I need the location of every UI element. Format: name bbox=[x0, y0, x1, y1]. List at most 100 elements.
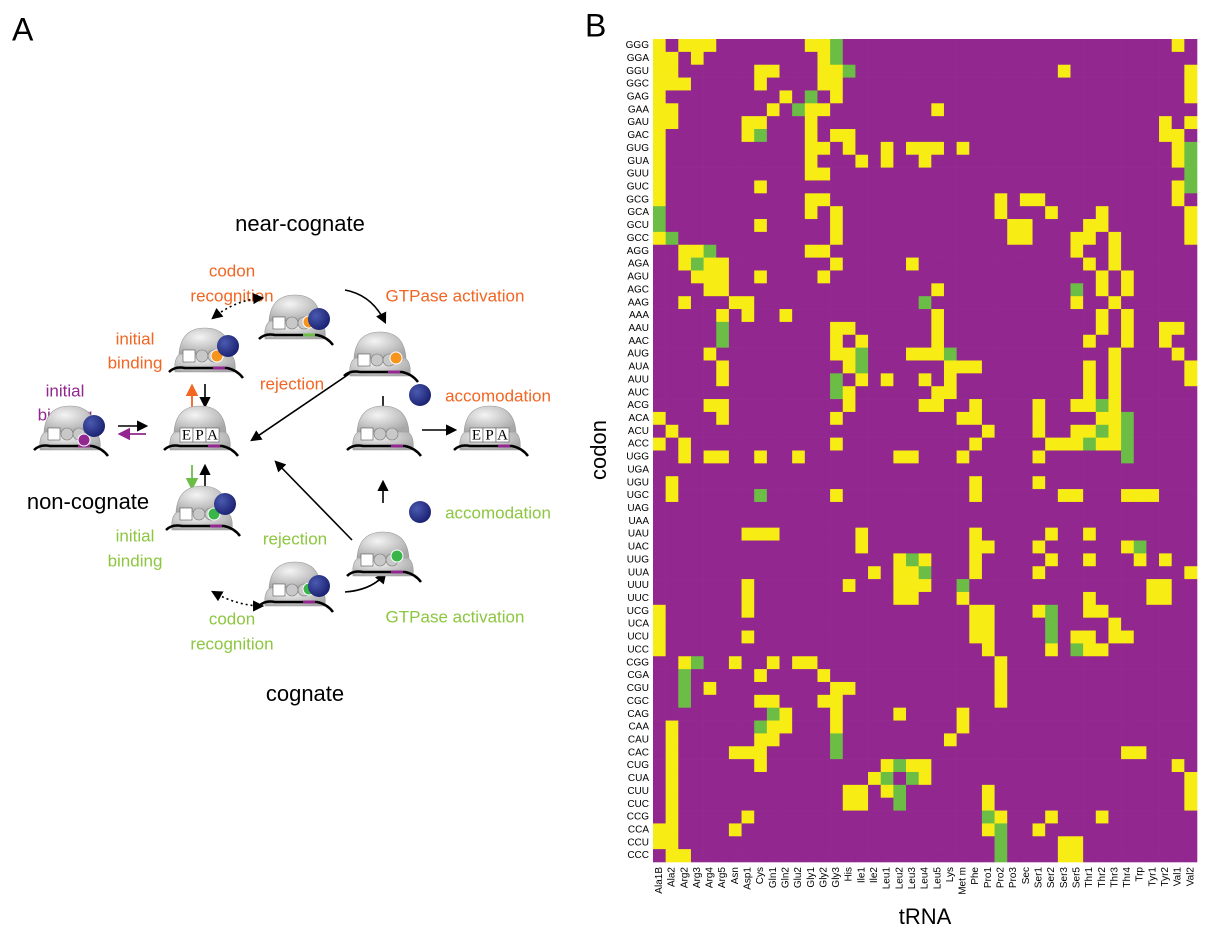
heatmap-cell bbox=[1171, 386, 1185, 400]
heatmap-cell bbox=[804, 141, 818, 156]
heatmap-cell bbox=[817, 849, 831, 863]
heatmap-cell bbox=[741, 386, 755, 400]
heatmap-cell bbox=[1184, 669, 1198, 683]
heatmap-cell bbox=[830, 669, 844, 683]
heatmap-cell bbox=[842, 501, 856, 516]
heatmap-cell bbox=[1171, 103, 1185, 117]
heatmap-cell bbox=[1057, 51, 1071, 66]
heatmap-cell bbox=[754, 116, 768, 130]
heatmap-cell bbox=[1083, 591, 1097, 606]
heatmap-cell bbox=[830, 553, 844, 567]
heatmap-cell bbox=[1045, 476, 1059, 490]
codon-label: UGG bbox=[626, 452, 649, 463]
heatmap-cell bbox=[1184, 553, 1198, 567]
heatmap-cell bbox=[994, 617, 1008, 631]
heatmap-cell bbox=[1095, 501, 1109, 516]
heatmap-cell bbox=[1019, 64, 1033, 78]
heatmap-cell bbox=[754, 141, 768, 156]
heatmap-cell bbox=[956, 193, 970, 207]
heatmap-cell bbox=[943, 64, 957, 78]
heatmap-cell bbox=[728, 604, 742, 618]
heatmap-cell bbox=[716, 206, 730, 220]
heatmap-cell bbox=[943, 411, 957, 426]
heatmap-cell bbox=[817, 257, 831, 271]
heatmap-cell bbox=[665, 257, 679, 271]
heatmap-cell bbox=[969, 476, 983, 490]
heatmap-cell bbox=[868, 797, 882, 811]
heatmap-cell bbox=[981, 463, 995, 477]
heatmap-cell bbox=[1070, 283, 1084, 297]
heatmap-cell bbox=[1083, 180, 1097, 194]
heatmap-cell bbox=[678, 669, 692, 683]
heatmap-cell bbox=[1019, 694, 1033, 708]
heatmap-cell bbox=[703, 116, 717, 130]
heatmap-cell bbox=[1121, 694, 1135, 708]
heatmap-cell bbox=[1083, 797, 1097, 811]
heatmap-cell bbox=[653, 527, 666, 541]
heatmap-cell bbox=[1032, 450, 1046, 464]
heatmap-cell bbox=[969, 154, 983, 168]
heatmap-cell bbox=[1159, 681, 1172, 696]
heatmap-cell bbox=[1121, 746, 1135, 760]
heatmap-cell bbox=[868, 501, 882, 516]
heatmap-cell bbox=[741, 771, 755, 786]
heatmap-cell bbox=[855, 411, 869, 426]
heatmap-cell bbox=[906, 733, 919, 747]
heatmap-cell bbox=[1032, 39, 1046, 53]
heatmap-cell bbox=[1083, 746, 1097, 760]
trna-label: Leu2 bbox=[894, 867, 905, 890]
heatmap-cell bbox=[969, 244, 983, 258]
heatmap-cell bbox=[817, 733, 831, 747]
heatmap-cell bbox=[855, 373, 869, 387]
heatmap-cell bbox=[1057, 39, 1071, 53]
heatmap-cell bbox=[855, 270, 869, 284]
heatmap-cell bbox=[918, 424, 932, 438]
heatmap-cell bbox=[716, 501, 730, 516]
heatmap-cell bbox=[665, 501, 679, 516]
heatmap-cell bbox=[1095, 810, 1109, 824]
heatmap-cell bbox=[981, 77, 995, 91]
heatmap-cell bbox=[956, 219, 970, 233]
heatmap-cell bbox=[1045, 604, 1059, 618]
heatmap-cell bbox=[918, 321, 932, 336]
heatmap-cell bbox=[678, 784, 692, 799]
heatmap-cell bbox=[906, 501, 919, 516]
step-label: binding bbox=[108, 353, 163, 372]
heatmap-cell bbox=[1095, 206, 1109, 220]
heatmap-cell bbox=[969, 514, 983, 528]
heatmap-cell bbox=[1007, 489, 1021, 503]
heatmap-cell bbox=[1159, 103, 1172, 117]
heatmap-cell bbox=[1133, 810, 1147, 824]
heatmap-cell bbox=[906, 707, 919, 721]
heatmap-cell bbox=[817, 51, 831, 66]
heatmap-cell bbox=[1070, 51, 1084, 66]
heatmap-cell bbox=[1019, 463, 1033, 477]
heatmap-cell bbox=[665, 90, 679, 104]
heatmap-cell bbox=[1171, 129, 1185, 143]
heatmap-cell bbox=[1171, 309, 1185, 323]
heatmap-cell bbox=[1045, 360, 1059, 374]
heatmap-cell bbox=[1184, 386, 1198, 400]
heatmap-cell bbox=[918, 270, 932, 284]
heatmap-cell bbox=[1108, 167, 1122, 181]
heatmap-cell bbox=[1083, 720, 1097, 734]
heatmap-cell bbox=[678, 437, 692, 451]
heatmap-cell bbox=[1032, 283, 1046, 297]
heatmap-cell bbox=[994, 527, 1008, 541]
heatmap-cell bbox=[703, 797, 717, 811]
heatmap-cell bbox=[830, 424, 844, 438]
heatmap-cell bbox=[842, 514, 856, 528]
heatmap-cell bbox=[1171, 720, 1185, 734]
heatmap-cell bbox=[880, 489, 894, 503]
heatmap-cell bbox=[690, 463, 704, 477]
heatmap-cell bbox=[956, 566, 970, 580]
heatmap-cell bbox=[1159, 514, 1172, 528]
heatmap-cell bbox=[1045, 784, 1059, 799]
heatmap-cell bbox=[817, 836, 831, 850]
heatmap-cell bbox=[918, 257, 932, 271]
trna-p bbox=[60, 427, 74, 441]
heatmap-cell bbox=[969, 103, 983, 117]
heatmap-cell bbox=[931, 411, 945, 426]
codon-label: GCG bbox=[626, 194, 649, 205]
heatmap-cell bbox=[1019, 244, 1033, 258]
